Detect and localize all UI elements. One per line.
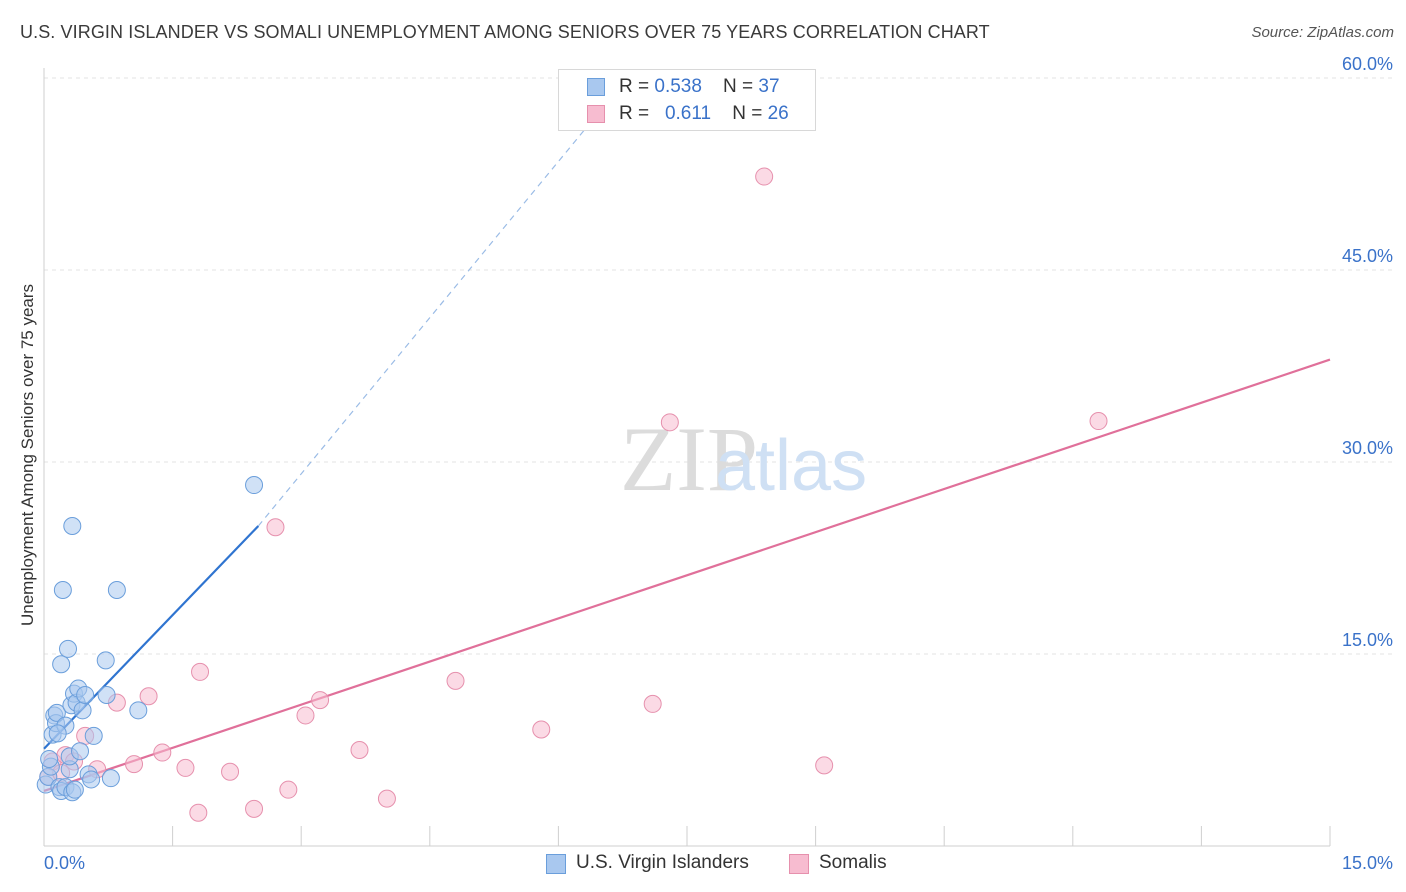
watermark-atlas: atlas	[715, 426, 867, 506]
r-value: 0.611	[664, 103, 712, 124]
legend-swatch-blue	[546, 854, 566, 874]
somalis-trend-line	[43, 358, 1331, 793]
somalis-point	[245, 799, 264, 818]
data-points	[36, 167, 1108, 822]
source-label: Source: ZipAtlas.com	[1251, 24, 1394, 41]
somalis-point	[311, 691, 330, 710]
virgin-islanders-point	[107, 581, 126, 599]
y-tick-label: 30.0%	[1342, 438, 1393, 458]
y-tick-label: 60.0%	[1342, 54, 1393, 74]
virgin-islanders-trend-extension	[257, 67, 637, 527]
virgin-islanders-point	[97, 685, 116, 704]
virgin-islanders-point	[71, 742, 90, 761]
x-tick-label: 15.0%	[1342, 853, 1393, 873]
somalis-point	[266, 518, 285, 537]
legend-swatch-blue	[587, 78, 605, 96]
n-label: N =	[732, 103, 768, 124]
virgin-islanders-point	[47, 703, 66, 722]
n-label: N =	[723, 76, 759, 97]
virgin-islanders-point	[52, 655, 71, 674]
virgin-islanders-point	[65, 780, 84, 799]
virgin-islanders-point	[129, 701, 148, 720]
y-tick-label: 15.0%	[1342, 630, 1393, 650]
somalis-point	[532, 720, 551, 739]
virgin-islanders-point	[73, 701, 92, 720]
somalis-point	[125, 755, 144, 774]
watermark-zip: ZIP	[620, 408, 758, 510]
r-label: R =	[619, 103, 655, 124]
legend-label: Somalis	[819, 852, 887, 873]
virgin-islanders-point	[96, 651, 115, 670]
somalis-point	[377, 789, 396, 808]
n-value: 37	[758, 76, 780, 97]
legend-swatch-pink	[587, 105, 605, 123]
x-tick-label: 0.0%	[44, 853, 85, 873]
virgin-islanders-point	[76, 685, 95, 704]
virgin-islanders-point	[48, 724, 67, 743]
somalis-point	[1089, 412, 1108, 431]
virgin-islanders-point	[40, 749, 59, 768]
somalis-point	[279, 780, 298, 799]
somalis-point	[815, 756, 834, 775]
virgin-islanders-point	[59, 639, 78, 658]
n-value: 26	[767, 103, 789, 124]
somalis-point	[139, 687, 158, 706]
virgin-islanders-point	[245, 476, 264, 495]
axes	[43, 68, 1331, 847]
tick-labels: 15.0% 30.0% 45.0% 60.0% 0.0% 15.0%	[44, 54, 1393, 873]
legend-swatch-pink	[789, 854, 809, 874]
virgin-islanders-point	[84, 726, 103, 745]
r-value: 0.538	[654, 76, 702, 97]
somalis-point	[191, 662, 210, 681]
y-tick-label: 45.0%	[1342, 246, 1393, 266]
y-axis-label: Unemployment Among Seniors over 75 years	[18, 283, 37, 627]
virgin-islanders-point	[63, 517, 82, 535]
somalis-point	[189, 803, 208, 822]
somalis-point	[643, 694, 662, 713]
somalis-point	[176, 758, 195, 777]
somalis-point	[221, 762, 240, 781]
somalis-point	[153, 743, 172, 762]
somalis-point	[660, 413, 679, 432]
stats-legend: R = 0.538 N = 37 R = 0.611 N = 26	[558, 69, 816, 131]
somalis-point	[296, 706, 315, 725]
virgin-islanders-point	[53, 581, 72, 599]
somalis-point	[755, 167, 774, 186]
r-label: R =	[619, 76, 655, 97]
chart-title: U.S. VIRGIN ISLANDER VS SOMALI UNEMPLOYM…	[20, 22, 990, 42]
somalis-point	[350, 741, 369, 759]
virgin-islanders-point	[101, 769, 120, 788]
legend-label: U.S. Virgin Islanders	[576, 852, 749, 873]
grid-lines	[44, 77, 1394, 655]
virgin-islanders-point	[82, 770, 101, 789]
somalis-point	[446, 671, 465, 690]
